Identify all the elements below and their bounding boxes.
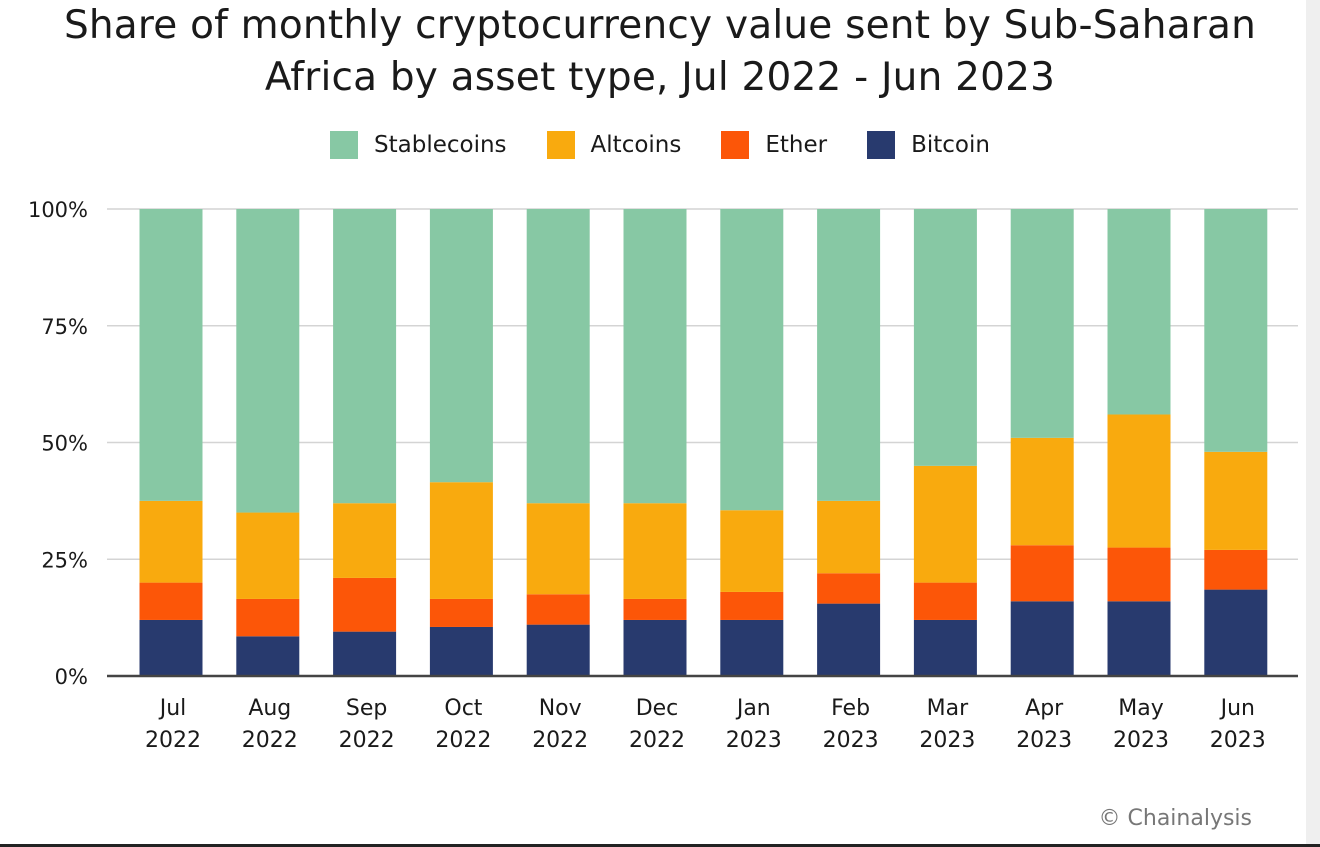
bar-segment-bitcoin	[913, 619, 977, 676]
bar-segment-bitcoin	[1204, 589, 1268, 676]
x-tick-label-month: Jan	[735, 696, 771, 721]
axis-layer: 0% 25% 50% 75% 100% Jul 2022 Aug 2022 Sep 2022 Oct 2…	[28, 198, 1298, 753]
bar-segment-stablecoins	[236, 209, 300, 513]
y-tick-label: 25%	[41, 548, 88, 572]
bar-segment-stablecoins	[913, 209, 977, 466]
bar-segment-altcoins	[333, 503, 397, 578]
bar-segment-bitcoin	[817, 603, 881, 676]
bar-segment-bitcoin	[333, 631, 397, 676]
bar-segment-bitcoin	[1010, 601, 1074, 676]
x-tick-label-year: 2023	[919, 728, 975, 753]
bar-segment-stablecoins	[817, 209, 881, 501]
x-tick-label-month: Jul	[158, 696, 187, 721]
x-tick-label-year: 2022	[532, 728, 588, 753]
x-tick-label-year: 2022	[339, 728, 395, 753]
x-tick-label-year: 2023	[1113, 728, 1169, 753]
bar-segment-altcoins	[1107, 414, 1171, 548]
bar-segment-ether	[1107, 547, 1171, 602]
legend-item-ether: Ether	[721, 131, 827, 159]
legend-label-ether: Ether	[765, 132, 828, 158]
x-tick-label-year: 2023	[823, 728, 879, 753]
x-tick-label-year: 2022	[145, 728, 201, 753]
bar-segment-altcoins	[1204, 451, 1268, 550]
x-tick-label-month: Aug	[248, 696, 291, 721]
bar-layer	[139, 209, 1268, 676]
legend-swatch-altcoins	[546, 131, 575, 159]
bar-segment-ether	[1010, 545, 1074, 602]
bar-segment-stablecoins	[1010, 209, 1074, 438]
bar-segment-bitcoin	[720, 619, 784, 676]
bar-segment-bitcoin	[236, 636, 300, 676]
source-credit: © Chainalysis	[1098, 806, 1252, 831]
legend-swatch-bitcoin	[867, 131, 896, 159]
bar-segment-bitcoin	[1107, 601, 1171, 676]
bar-segment-ether	[139, 582, 203, 620]
bar-segment-ether	[526, 594, 590, 625]
x-tick-label-month: Sep	[346, 696, 387, 721]
x-tick-label-month: Nov	[539, 696, 582, 721]
bar-segment-altcoins	[236, 512, 300, 599]
bar-segment-altcoins	[720, 510, 784, 592]
bar-segment-ether	[913, 582, 977, 620]
bar-segment-stablecoins	[139, 209, 203, 501]
y-tick-label: 50%	[41, 432, 88, 456]
bottom-border	[0, 844, 1320, 847]
x-tick-label-month: Jun	[1219, 696, 1255, 721]
bar-segment-bitcoin	[139, 619, 203, 676]
legend-label-bitcoin: Bitcoin	[911, 132, 990, 158]
bar-segment-altcoins	[139, 500, 203, 583]
bar-segment-bitcoin	[623, 619, 687, 676]
bar-segment-stablecoins	[333, 209, 397, 504]
legend-item-bitcoin: Bitcoin	[867, 131, 990, 159]
bar-segment-ether	[623, 598, 687, 620]
bar-segment-altcoins	[1010, 437, 1074, 546]
x-tick-label-year: 2022	[435, 728, 491, 753]
bar-segment-ether	[817, 573, 881, 604]
legend-label-stablecoins: Stablecoins	[374, 132, 507, 158]
y-tick-label: 75%	[41, 315, 88, 339]
bar-segment-bitcoin	[526, 624, 590, 676]
scrollbar-track	[1306, 0, 1320, 847]
chart-title-line-2: Africa by asset type, Jul 2022 - Jun 202…	[264, 55, 1056, 100]
bar-segment-stablecoins	[720, 209, 784, 511]
bar-segment-stablecoins	[623, 209, 687, 504]
x-tick-label-year: 2023	[1210, 728, 1266, 753]
bar-segment-stablecoins	[429, 209, 493, 483]
y-tick-label: 100%	[28, 198, 88, 222]
x-tick-label-year: 2023	[726, 728, 782, 753]
x-tick-label-year: 2023	[1016, 728, 1072, 753]
bar-segment-ether	[236, 598, 300, 637]
bar-segment-altcoins	[526, 503, 590, 595]
x-tick-label-month: May	[1118, 696, 1163, 721]
x-tick-label-month: Oct	[444, 696, 482, 721]
legend-label-altcoins: Altcoins	[590, 132, 682, 158]
legend-swatch-stablecoins	[330, 131, 359, 159]
bar-segment-ether	[333, 577, 397, 632]
bar-segment-stablecoins	[526, 209, 590, 504]
legend-swatch-ether	[721, 131, 750, 159]
bar-segment-ether	[720, 591, 784, 620]
chart-title-line-1: Share of monthly cryptocurrency value se…	[63, 3, 1257, 48]
x-tick-label-year: 2022	[242, 728, 298, 753]
x-tick-label-month: Apr	[1025, 696, 1064, 721]
bar-segment-altcoins	[913, 465, 977, 583]
legend-item-altcoins: Altcoins	[546, 131, 682, 159]
y-tick-label: 0%	[55, 665, 88, 689]
bar-segment-stablecoins	[1107, 209, 1171, 415]
legend-item-stablecoins: Stablecoins	[330, 131, 507, 159]
x-tick-label-month: Mar	[927, 696, 969, 721]
bar-segment-ether	[429, 598, 493, 627]
x-tick-label-year: 2022	[629, 728, 685, 753]
bar-segment-altcoins	[429, 482, 493, 599]
x-tick-label-month: Feb	[831, 696, 870, 721]
bar-segment-stablecoins	[1204, 209, 1268, 452]
chart-legend: Stablecoins Altcoins Ether Bitcoin	[0, 131, 1320, 159]
bar-segment-altcoins	[623, 503, 687, 599]
bar-segment-altcoins	[817, 500, 881, 574]
grid-layer	[107, 208, 1298, 560]
bar-segment-bitcoin	[429, 626, 493, 676]
bar-segment-ether	[1204, 549, 1268, 590]
x-tick-label-month: Dec	[636, 696, 679, 721]
